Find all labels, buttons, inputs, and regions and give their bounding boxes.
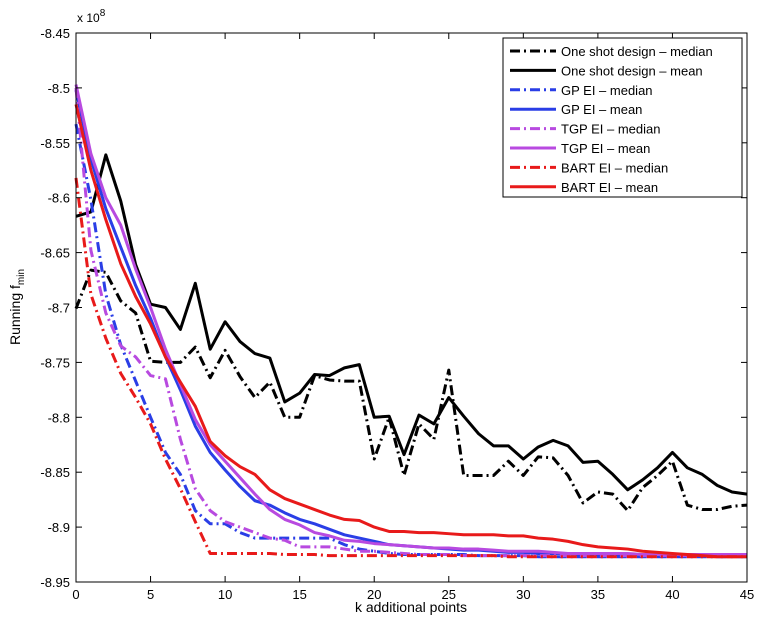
legend-item-bart-ei-mean: BART EI – mean — [510, 180, 658, 195]
x-tick-label: 35 — [591, 587, 605, 602]
series-line-tgp-ei-mean — [74, 84, 747, 557]
y-axis-label: Running fmin — [7, 269, 27, 345]
legend-item-tgp-ei-mean: TGP EI – mean — [510, 141, 650, 156]
y-tick-label: -8.75 — [40, 355, 70, 370]
x-tick-label: 20 — [367, 587, 381, 602]
series-line-one-shot-design-mean — [75, 153, 748, 496]
y-tick-label: -8.5 — [48, 81, 70, 96]
legend-label: GP EI – median — [561, 83, 653, 98]
legend-label: BART EI – mean — [561, 180, 658, 195]
legend-label: BART EI – median — [561, 160, 668, 175]
legend-label: One shot design – median — [561, 44, 713, 59]
y-tick-label: -8.45 — [40, 26, 70, 41]
x-tick-label: 45 — [740, 587, 754, 602]
series-layer — [74, 84, 748, 559]
legend-item-tgp-ei-median: TGP EI – median — [510, 122, 660, 137]
y-tick-label: -8.65 — [40, 246, 70, 261]
legend-box — [502, 37, 743, 198]
y-tick-label: -8.85 — [40, 465, 70, 480]
x-tick-label: 15 — [292, 587, 306, 602]
series-line-bart-ei-median — [74, 177, 747, 559]
y-exponent-power: 8 — [100, 8, 106, 19]
legend-item-gp-ei-median: GP EI – median — [510, 83, 653, 98]
ticks-layer: 0 5 10 15 20 25 30 35 40 45 -8.45 -8.5 -8.55 -8.6 -8.6… — [40, 26, 754, 602]
x-tick-label: 25 — [442, 587, 456, 602]
y-tick-label: -8.95 — [40, 575, 70, 590]
y-exponent-base: x 10 — [77, 11, 100, 25]
y-axis-label-sub: min — [16, 269, 27, 285]
plot-frame — [75, 32, 748, 583]
y-tick-label: -8.7 — [48, 301, 70, 316]
legend-label: One shot design – mean — [561, 63, 703, 78]
legend-label: TGP EI – median — [561, 122, 660, 137]
legend-item-one-shot-design-mean: One shot design – mean — [510, 63, 703, 78]
x-tick-label: 10 — [218, 587, 232, 602]
y-tick-label: -8.9 — [48, 520, 70, 535]
legend-label: GP EI – mean — [561, 102, 642, 117]
x-tick-label: 40 — [665, 587, 679, 602]
y-tick-label: -8.8 — [48, 410, 70, 425]
y-axis-label-main: Running f — [7, 285, 23, 345]
y-tick-label: -8.55 — [40, 136, 70, 151]
legend-item-gp-ei-mean: GP EI – mean — [510, 102, 642, 117]
x-tick-label: 5 — [147, 587, 154, 602]
legend-item-one-shot-design-median: One shot design – median — [510, 44, 713, 59]
legend-items: One shot design – median One shot design … — [510, 44, 713, 195]
x-tick-label: 30 — [516, 587, 530, 602]
legend: One shot design – median One shot design … — [502, 37, 743, 198]
legend-item-bart-ei-median: BART EI – median — [510, 160, 668, 175]
y-exponent: x 108 — [77, 8, 106, 25]
legend-label: TGP EI – mean — [561, 141, 650, 156]
x-tick-label: 0 — [72, 587, 79, 602]
y-tick-label: -8.6 — [48, 191, 70, 206]
series-line-bart-ei-mean — [74, 104, 747, 559]
series-line-one-shot-design-median — [74, 268, 748, 513]
x-axis-label: k additional points — [355, 599, 467, 615]
